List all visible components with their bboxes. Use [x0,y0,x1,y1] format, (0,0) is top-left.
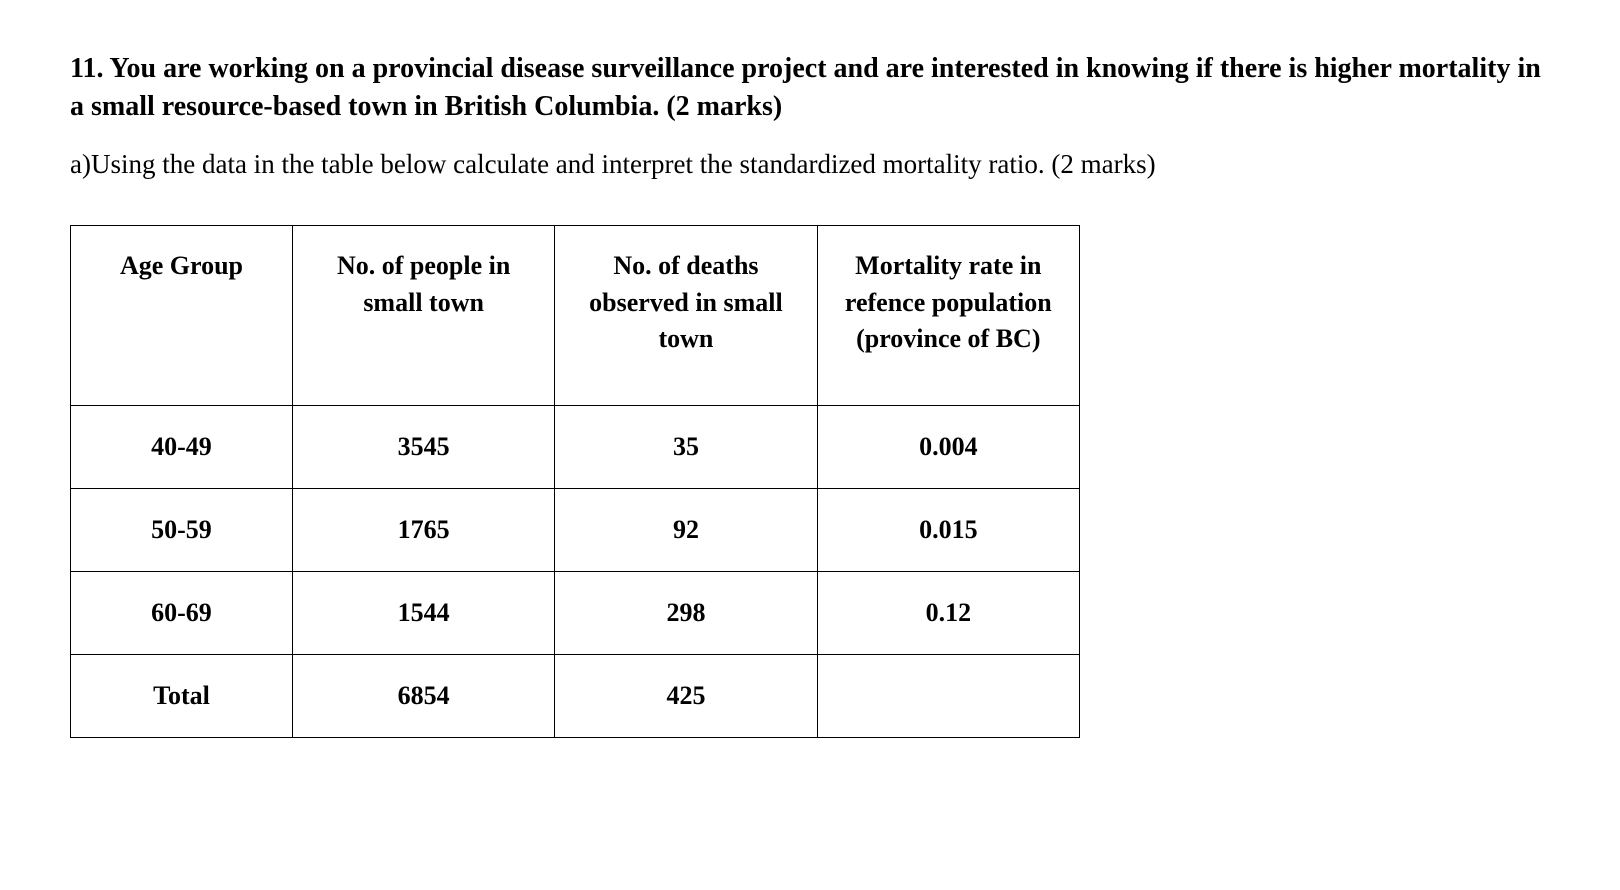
column-header-rate: Mortality rate in refence population (pr… [817,226,1079,406]
table-row-total: Total 6854 425 [71,655,1080,738]
cell-people: 6854 [292,655,554,738]
cell-rate [817,655,1079,738]
cell-deaths: 298 [555,572,817,655]
question-part-a: a)Using the data in the table below calc… [70,146,1550,184]
question-title: 11. You are working on a provincial dise… [70,50,1550,126]
cell-age-group: 40-49 [71,406,293,489]
table-row: 60-69 1544 298 0.12 [71,572,1080,655]
cell-age-group: 60-69 [71,572,293,655]
cell-people: 1544 [292,572,554,655]
cell-rate: 0.015 [817,489,1079,572]
table-header-row: Age Group No. of people in small town No… [71,226,1080,406]
column-header-age-group: Age Group [71,226,293,406]
cell-rate: 0.004 [817,406,1079,489]
column-header-deaths: No. of deaths observed in small town [555,226,817,406]
cell-age-group: Total [71,655,293,738]
cell-rate: 0.12 [817,572,1079,655]
cell-deaths: 35 [555,406,817,489]
cell-age-group: 50-59 [71,489,293,572]
table-row: 40-49 3545 35 0.004 [71,406,1080,489]
column-header-people: No. of people in small town [292,226,554,406]
cell-people: 3545 [292,406,554,489]
cell-deaths: 92 [555,489,817,572]
cell-people: 1765 [292,489,554,572]
cell-deaths: 425 [555,655,817,738]
data-table: Age Group No. of people in small town No… [70,225,1080,738]
table-row: 50-59 1765 92 0.015 [71,489,1080,572]
